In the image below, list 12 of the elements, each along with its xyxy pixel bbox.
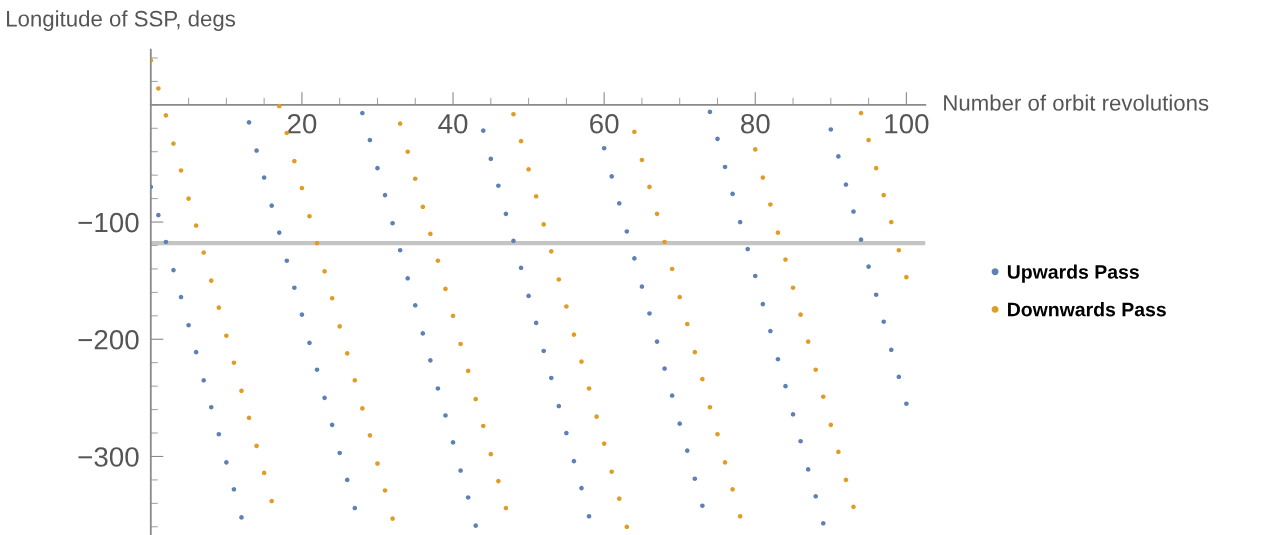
x-tick-label: 80 <box>741 113 770 134</box>
x-tick-label: 100 <box>885 113 929 134</box>
y-tick-label: −100 <box>78 212 139 233</box>
y-tick-label: −200 <box>78 329 139 350</box>
x-tick-label: 60 <box>590 113 619 134</box>
x-axis-title: Number of orbit revolutions <box>944 94 1209 111</box>
x-tick-label: 40 <box>438 113 468 134</box>
y-tick-label: −300 <box>78 447 139 467</box>
legend-label: Downwards Pass <box>1008 302 1166 317</box>
legend-label: Upwards Pass <box>1007 264 1139 283</box>
y-axis-title: Longitude of SSP, degs <box>7 10 236 31</box>
x-tick-label: 20 <box>287 113 317 134</box>
